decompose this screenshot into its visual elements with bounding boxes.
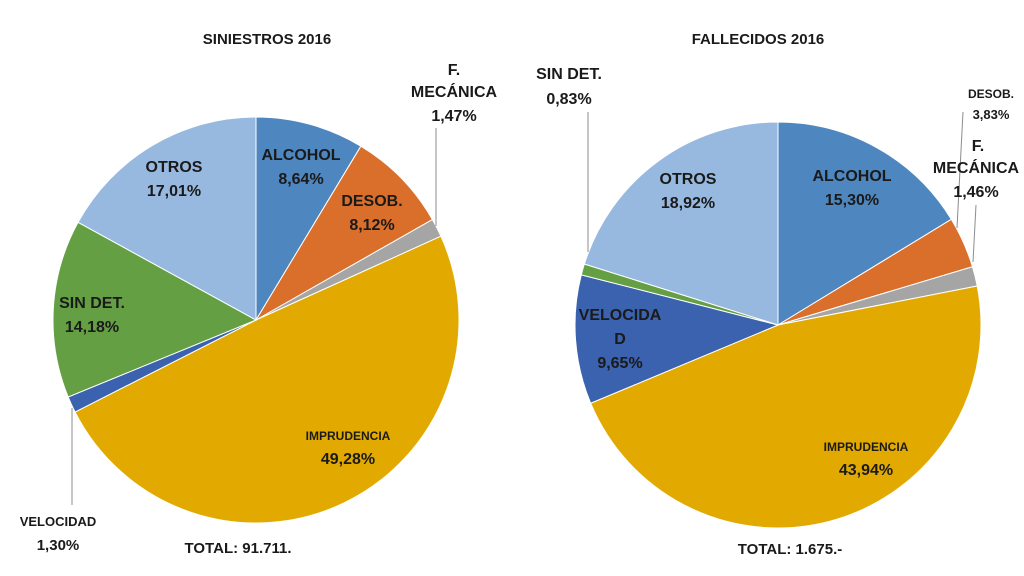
slice-label-imprudencia-fallecidos: IMPRUDENCIA (824, 440, 909, 454)
slice-value-imprudencia-siniestros: 49,28% (321, 451, 375, 468)
pie-slice-sin-det-siniestros (52, 221, 258, 398)
slice-label-velocidad-line2-fallecidos: D (614, 331, 626, 348)
pie-slice-alcohol-fallecidos (777, 121, 953, 326)
slice-value-fmecanica-fallecidos: 1,46% (953, 184, 998, 201)
slice-value-fmecanica-siniestros: 1,47% (431, 108, 476, 125)
pie-slice-alcohol-siniestros (255, 116, 362, 322)
slice-value-alcohol-fallecidos: 15,30% (825, 192, 879, 209)
slice-label-fmecanica-line1-fallecidos: F. (972, 138, 984, 155)
slice-value-sindet-fallecidos: 0,83% (546, 91, 591, 108)
slice-label-velocidad-line1-fallecidos: VELOCIDA (579, 307, 662, 324)
slice-value-velocidad-siniestros: 1,30% (37, 537, 80, 554)
slice-label-desob-fallecidos: DESOB. (968, 87, 1014, 101)
leader-line-desob-fallecidos (956, 111, 964, 229)
leader-line-fmecanica-fallecidos (972, 204, 977, 263)
pie-chart-fallecidos: FALLECIDOS 2016 ALCOHOL 15,30% DESOB. 3,… (536, 31, 1019, 558)
chart-title-fallecidos: FALLECIDOS 2016 (692, 31, 825, 48)
slice-label-fmecanica-line2-siniestros: MECÁNICA (411, 82, 498, 101)
slice-label-sindet-siniestros: SIN DET. (59, 295, 125, 312)
slice-value-otros-fallecidos: 18,92% (661, 195, 715, 212)
slice-value-otros-siniestros: 17,01% (147, 183, 201, 200)
slice-label-alcohol-siniestros: ALCOHOL (261, 147, 340, 164)
pie-slice-desob-siniestros (254, 145, 434, 322)
slice-label-otros-fallecidos: OTROS (660, 171, 717, 188)
slice-value-desob-siniestros: 8,12% (349, 217, 394, 234)
slice-label-otros-siniestros: OTROS (146, 159, 203, 176)
slice-label-desob-siniestros: DESOB. (341, 193, 402, 210)
pie-slices-fallecidos (574, 121, 982, 529)
slice-value-velocidad-fallecidos: 9,65% (597, 355, 642, 372)
slice-label-velocidad-siniestros: VELOCIDAD (20, 514, 97, 529)
slice-value-alcohol-siniestros: 8,64% (278, 171, 323, 188)
total-fallecidos: TOTAL: 1.675.- (738, 541, 842, 558)
slice-value-sindet-siniestros: 14,18% (65, 319, 119, 336)
slice-value-desob-fallecidos: 3,83% (973, 107, 1010, 122)
chart-title-siniestros: SINIESTROS 2016 (203, 31, 331, 48)
slice-label-fmecanica-line2-fallecidos: MECÁNICA (933, 158, 1020, 177)
pie-chart-siniestros: SINIESTROS 2016 ALCOHOL 8,64% DESOB. 8,1… (20, 31, 498, 557)
pie-slice-imprudencia-siniestros (74, 235, 460, 524)
pie-slice-velocida-d-fallecidos (574, 274, 780, 404)
pie-slice-imprudencia-fallecidos (590, 285, 982, 529)
slice-label-sindet-fallecidos: SIN DET. (536, 66, 602, 83)
pie-slice-otros-siniestros (77, 116, 257, 321)
slice-label-alcohol-fallecidos: ALCOHOL (812, 168, 891, 185)
pie-slice-otros-fallecidos (583, 121, 779, 326)
total-siniestros: TOTAL: 91.711. (185, 540, 292, 557)
slice-label-fmecanica-line1-siniestros: F. (448, 62, 460, 79)
pie-slices-siniestros (52, 116, 460, 524)
slice-label-imprudencia-siniestros: IMPRUDENCIA (306, 429, 391, 443)
slice-value-imprudencia-fallecidos: 43,94% (839, 462, 893, 479)
